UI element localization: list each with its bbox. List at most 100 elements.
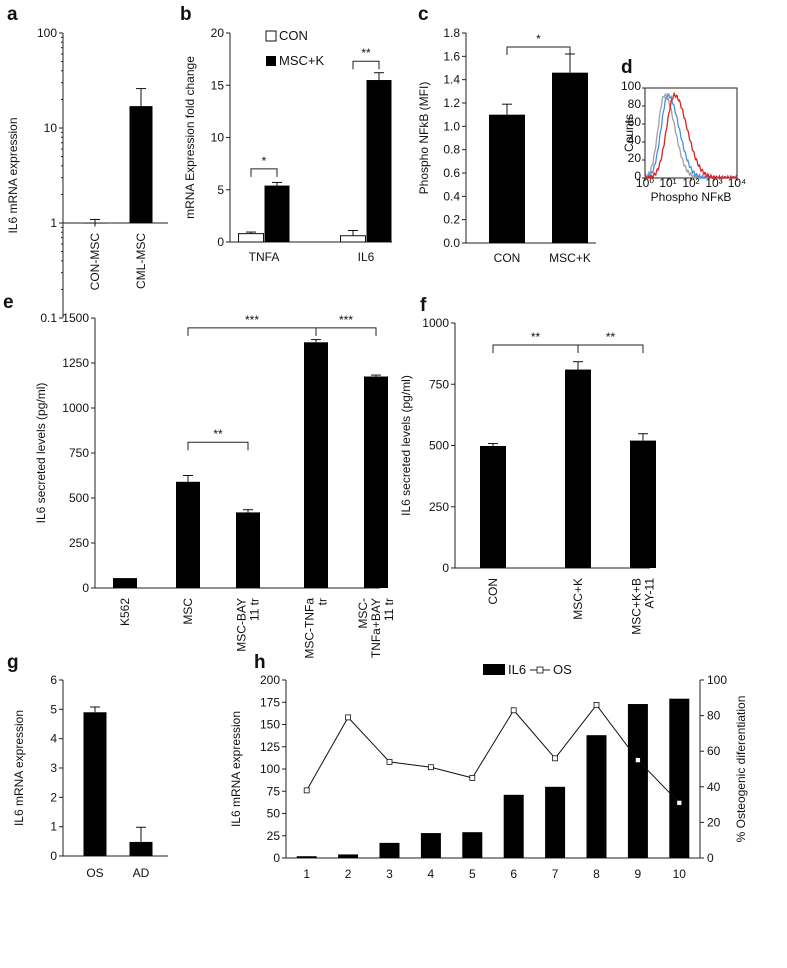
y-tick-label-h: 75 — [267, 784, 281, 798]
bar-h-5 — [462, 832, 483, 858]
x-tick-label-h: 10 — [673, 867, 687, 881]
y-tick-label-c: 1.8 — [443, 26, 460, 40]
bar-f-CON — [480, 445, 506, 568]
bar-h-4 — [420, 833, 441, 858]
y-tick-label-g: 5 — [50, 702, 57, 716]
legend-label-MSC+K: MSC+K — [279, 53, 324, 68]
bar-a-CML-MSC — [129, 106, 153, 223]
bar-h-3 — [379, 842, 400, 858]
y-tick-label-a: 100 — [37, 26, 57, 40]
panel-label-a: a — [7, 4, 18, 25]
y-tick-label-f: 250 — [429, 500, 449, 514]
sig-bracket-b — [352, 60, 380, 70]
y-axis-title-e: IL6 secreted levels (pg/ml) — [34, 383, 48, 524]
x-tick-label-f: CON — [486, 578, 500, 605]
legend-swatch-IL6 — [483, 664, 505, 675]
y-axis-title-b: mRNA Expression fold change — [183, 56, 197, 219]
os-point-h-8 — [593, 702, 600, 708]
x-tick-label-d: 10² — [682, 176, 699, 190]
y-tick-label-h: 50 — [267, 807, 281, 821]
x-tick-label-g: OS — [86, 866, 103, 880]
y-tick-label-b: 0 — [217, 235, 224, 249]
y2-tick-label-h: 60 — [707, 744, 721, 758]
panel-label-g: g — [7, 652, 19, 673]
bar-c-MSC+K — [552, 72, 588, 244]
y-tick-label-b: 15 — [211, 78, 225, 92]
x-tick-label-c: MSC+K — [549, 251, 591, 265]
y-tick-label-f: 0 — [442, 561, 449, 575]
y-axis-title-c: Phospho NFkB (MFI) — [417, 82, 431, 195]
y-tick-label-e: 250 — [69, 536, 89, 550]
y-tick-label-d: 40 — [628, 133, 642, 147]
legend-swatch-MSC+K — [266, 56, 276, 66]
y2-axis-title-h: % Osteogenic diferentiation — [734, 696, 748, 843]
bar-h-7 — [545, 786, 566, 858]
y-tick-label-h: 200 — [260, 673, 280, 687]
bar-e-K562 — [113, 578, 137, 588]
y2-tick-label-h: 100 — [707, 673, 727, 687]
y-tick-label-c: 1.6 — [443, 49, 460, 63]
bar-b-IL6-MSC+K — [366, 80, 392, 243]
panel-label-d: d — [621, 57, 633, 78]
x-tick-label-a: CON-MSC — [88, 233, 102, 291]
y-tick-label-f: 500 — [429, 439, 449, 453]
y-tick-label-c: 1.0 — [443, 119, 460, 133]
y2-tick-label-h: 80 — [707, 709, 721, 723]
y-axis-title-g: IL6 mRNA expression — [12, 710, 26, 826]
x-tick-label-e: MSC-BAY11 tr — [235, 598, 262, 652]
panel-label-b: b — [180, 4, 192, 25]
y-tick-label-e: 1500 — [62, 311, 89, 325]
x-tick-label-e: MSC-TNFa+BAY11 tr — [356, 598, 396, 658]
x-tick-label-e: MSC — [181, 598, 195, 625]
y-tick-label-c: 0.8 — [443, 143, 460, 157]
y2-tick-label-h: 20 — [707, 815, 721, 829]
y-tick-label-g: 4 — [50, 732, 57, 746]
x-tick-label-h: 1 — [303, 867, 310, 881]
os-point-h-1 — [303, 787, 310, 794]
panel-label-h: h — [254, 652, 266, 673]
y-tick-label-h: 150 — [260, 718, 280, 732]
x-tick-label-e: MSC-TNFatr — [303, 598, 330, 659]
y-tick-label-d: 20 — [628, 151, 642, 165]
y-tick-label-d: 80 — [628, 97, 642, 111]
x-tick-label-b: TNFA — [249, 250, 280, 264]
x-tick-label-a: CML-MSC — [134, 233, 148, 289]
legend-label-CON: CON — [279, 28, 308, 43]
y-tick-label-d: 0 — [634, 169, 641, 183]
legend-swatch-CON — [265, 30, 277, 42]
y-tick-label-f: 750 — [429, 377, 449, 391]
y-tick-label-c: 0.6 — [443, 166, 460, 180]
y-axis-title-d: Counts — [622, 114, 636, 152]
y-axis-title-h: IL6 mRNA expression — [229, 711, 243, 827]
y-tick-label-a: 0.1 — [40, 311, 57, 325]
sig-bracket-e-label: *** — [245, 313, 259, 327]
panel-label-e: e — [3, 292, 14, 313]
sig-bracket-e — [315, 327, 377, 336]
y-axis-title-f: IL6 secreted levels (pg/ml) — [399, 375, 413, 516]
y-axis-title-a: IL6 mRNA expression — [6, 117, 20, 233]
bar-e-MSC-BAY 11 tr — [236, 512, 260, 588]
x-tick-label-d: 10³ — [705, 176, 722, 190]
y-tick-label-e: 750 — [69, 446, 89, 460]
sig-bracket-e-label: *** — [339, 313, 353, 327]
os-point-h-2 — [345, 714, 352, 721]
x-tick-label-h: 9 — [635, 867, 642, 881]
os-point-h-3 — [386, 758, 393, 765]
x-axis-title-d: Phospho NFκB — [651, 190, 732, 204]
y-tick-label-d: 100 — [621, 79, 641, 93]
y-tick-label-b: 5 — [217, 183, 224, 197]
x-tick-label-d: 10¹ — [659, 176, 676, 190]
histogram-red — [644, 91, 738, 180]
x-tick-label-h: 6 — [510, 867, 517, 881]
y-tick-label-e: 0 — [82, 581, 89, 595]
bar-h-9 — [627, 704, 648, 858]
x-tick-label-d: 10⁴ — [728, 176, 747, 190]
bar-g-OS — [83, 712, 107, 856]
x-tick-label-d: 10⁰ — [636, 176, 654, 190]
x-tick-label-f: MSC+K+BAY-11 — [630, 578, 657, 635]
y2-tick-label-h: 0 — [707, 851, 714, 865]
x-tick-label-h: 3 — [386, 867, 393, 881]
os-point-h-10 — [676, 799, 683, 806]
panel-label-f: f — [420, 295, 427, 316]
